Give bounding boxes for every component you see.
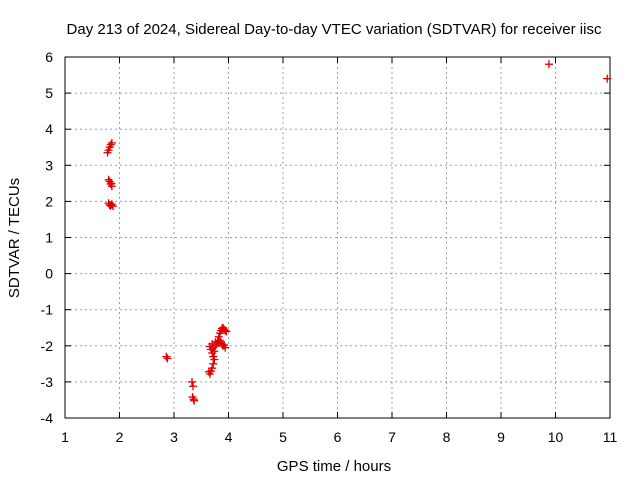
x-tick-label: 11 [603,429,618,445]
y-tick-label: 6 [45,49,53,65]
x-tick-label: 2 [116,429,124,445]
data-point [221,326,230,335]
y-tick-label: -3 [41,374,54,390]
data-point [544,60,553,69]
x-tick-label: 8 [443,429,451,445]
y-tick-label: 3 [45,157,53,173]
data-point [208,364,217,373]
y-tick-label: 1 [45,230,53,246]
y-tick-label: 4 [45,121,53,137]
data-point [210,347,219,356]
x-tick-label: 7 [388,429,396,445]
data-point [108,202,117,211]
data-points [103,60,612,405]
data-point [603,74,612,83]
data-point [214,332,223,341]
data-point [163,354,172,363]
chart-title: Day 213 of 2024, Sidereal Day-to-day VTE… [67,21,602,38]
x-tick-label: 4 [225,429,233,445]
y-tick-label: 0 [45,266,53,282]
x-tick-label: 1 [61,429,69,445]
y-tick-label: 2 [45,193,53,209]
y-axis-label: SDTVAR / TECUs [6,178,23,298]
x-tick-labels: 1 2 3 4 5 6 7 8 9 10 11 [61,429,617,445]
y-tick-label: -1 [41,302,54,318]
y-tick-label: -2 [41,338,54,354]
y-tick-label: 5 [45,85,53,101]
data-point [106,140,115,149]
data-point [222,327,231,336]
x-tick-label: 9 [497,429,505,445]
plot-frame [64,56,611,419]
x-axis-label: GPS time / hours [277,458,391,475]
grid-lines [65,57,610,418]
data-point [107,200,116,209]
data-point [162,352,171,361]
x-tick-label: 5 [279,429,287,445]
data-point [189,382,198,391]
x-tick-label: 6 [334,429,342,445]
y-tick-labels: -4 -3 -2 -1 0 1 2 3 4 5 6 [41,49,54,426]
data-point [187,377,196,386]
data-point [190,396,199,405]
x-tick-label: 3 [170,429,178,445]
data-point [107,138,116,147]
y-tick-label: -4 [41,410,54,426]
data-point [209,359,218,368]
x-tick-label: 10 [548,429,564,445]
data-point [210,355,219,364]
data-point [107,179,116,188]
data-point [221,343,230,352]
